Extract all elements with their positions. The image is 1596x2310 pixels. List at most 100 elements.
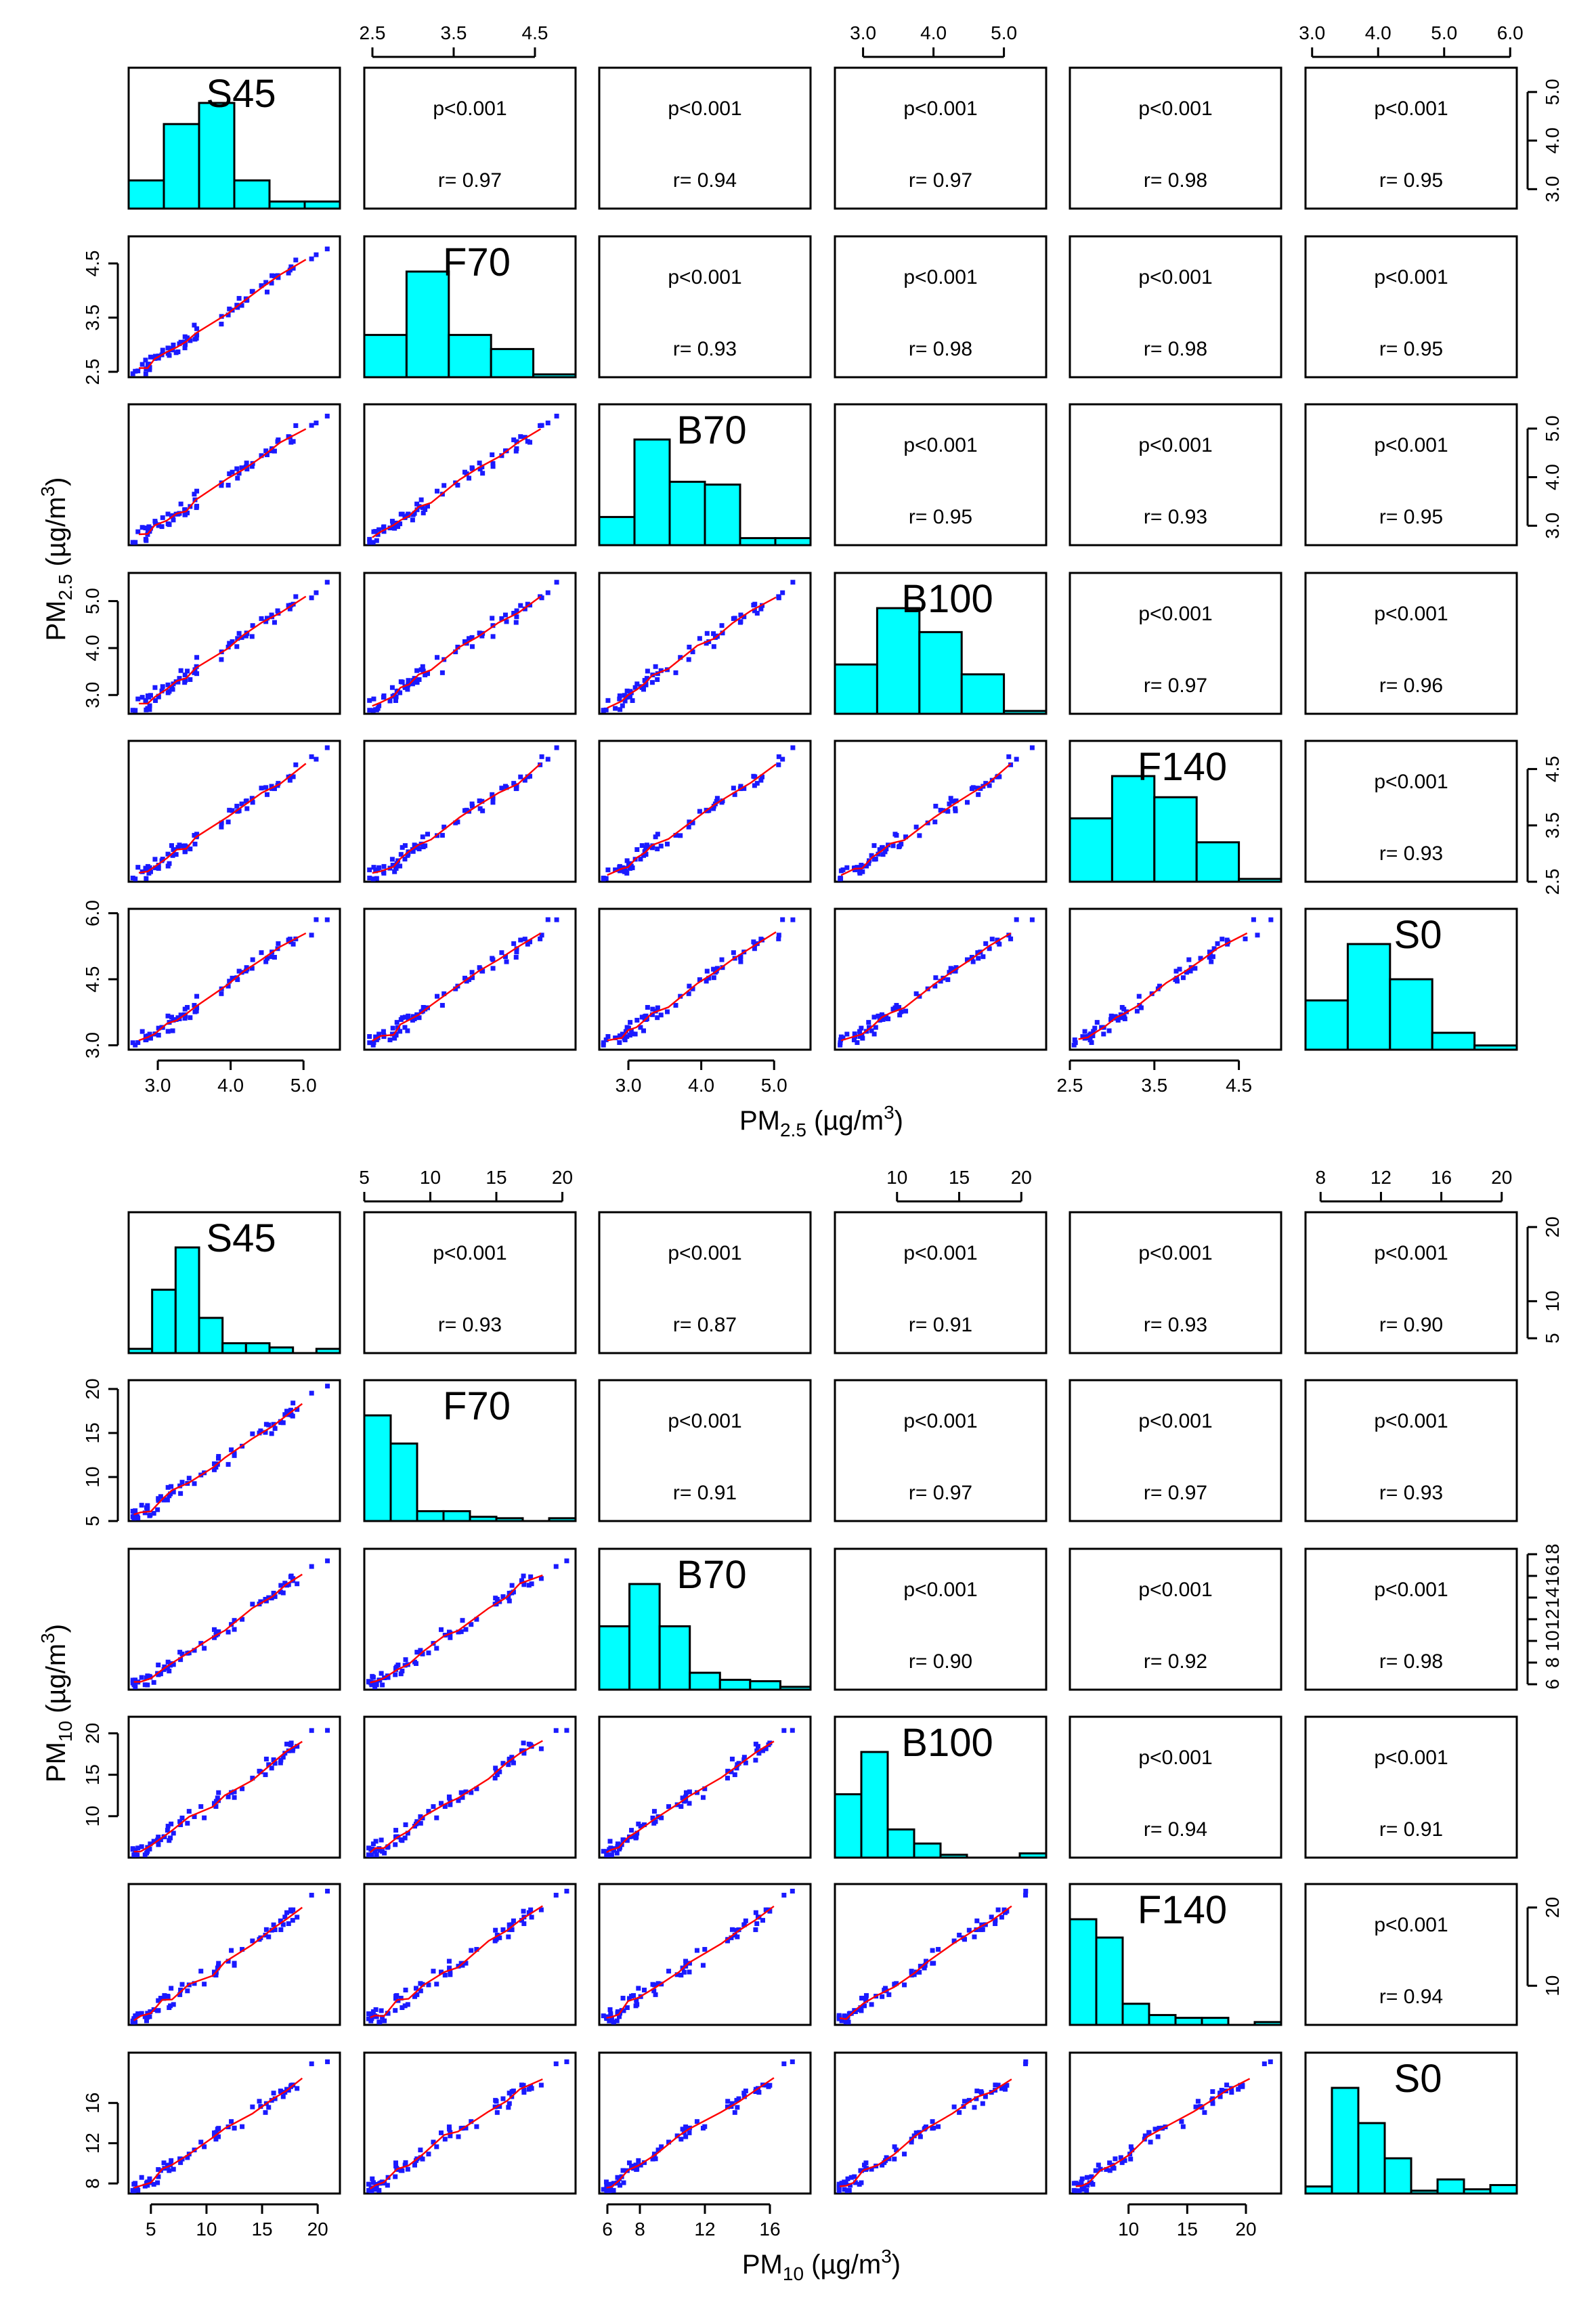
point-B70-F70-52 (480, 471, 486, 476)
hist-bar-F140-4 (1174, 2017, 1203, 2026)
point-F140-B100-59 (1001, 1907, 1007, 1912)
point-B70-S45-46 (145, 1682, 150, 1688)
point-B100-S45-50 (266, 1762, 272, 1768)
panel-frame (1069, 1379, 1282, 1522)
point-S0-F140-67 (1093, 2168, 1098, 2173)
point-S0-F140-57 (1255, 933, 1260, 938)
point-B100-F70-25 (410, 681, 415, 687)
point-B100-B70-44 (687, 1789, 692, 1795)
point-S0-F140-68 (1209, 959, 1214, 964)
point-B70-S45-51 (182, 512, 188, 517)
point-F140-F70-39 (393, 865, 399, 871)
point-F140-B70-17 (732, 792, 737, 797)
point-B70-F70-39 (379, 1671, 384, 1676)
point-F140-F70-2 (403, 1988, 408, 1993)
point-B70-S45-45 (275, 439, 280, 444)
point-B100-F70-27 (493, 1766, 498, 1771)
fit-line-S0-B70 (606, 2077, 775, 2189)
point-B100-F70-18 (456, 1798, 461, 1803)
point-S0-F140-36 (1098, 2166, 1103, 2172)
point-S0-S45-37 (156, 2167, 161, 2173)
point-B100-B70-34 (643, 682, 649, 687)
point-S0-B100-59 (1001, 2084, 1007, 2089)
point-F70-S45-3 (324, 247, 330, 252)
point-F70-S45-28 (183, 342, 188, 347)
point-S0-S45-17 (264, 956, 269, 961)
point-S0-B70-7 (608, 2185, 613, 2191)
point-S0-B70-43 (741, 2091, 747, 2096)
r-value-B70-F140: r= 0.92 (1144, 1650, 1207, 1673)
point-S0-B100-11 (836, 2188, 842, 2194)
point-B70-S45-62 (250, 1602, 255, 1607)
point-F140-S45-57 (286, 1921, 291, 1927)
point-B70-F70-16 (381, 525, 386, 530)
point-B70-S45-67 (167, 1668, 172, 1673)
point-F140-B70-28 (763, 1907, 769, 1912)
point-F140-B70-4 (681, 1969, 687, 1975)
point-F140-B70-68 (738, 785, 743, 790)
point-B70-F70-18 (456, 1629, 461, 1635)
point-S0-S45-56 (156, 2174, 161, 2179)
point-B100-S45-38 (280, 1755, 286, 1760)
point-F140-B100-67 (858, 2005, 863, 2011)
point-F140-F70-47 (500, 1927, 506, 1932)
point-B100-F70-17 (553, 1728, 559, 1733)
hist-bar-B100-3 (960, 673, 1006, 715)
point-F140-F70-41 (438, 1969, 444, 1975)
label-base: PM (742, 2250, 783, 2280)
panel-frame (1304, 1211, 1518, 1354)
point-S0-F70-27 (493, 2097, 498, 2103)
r-value-F70-B100: r= 0.98 (909, 338, 972, 360)
point-S0-B100-35 (894, 1002, 899, 1008)
point-B70-S45-63 (130, 540, 135, 545)
point-B100-B70-6 (666, 1804, 672, 1810)
point-S0-F70-31 (376, 1031, 382, 1037)
point-S0-B70-63 (601, 2187, 606, 2192)
point-S0-B70-58 (620, 2168, 626, 2173)
point-F140-S45-50 (239, 801, 244, 807)
point-F140-F70-59 (370, 876, 376, 882)
panel-F140-F70 (363, 740, 577, 883)
point-B100-F70-41 (438, 1801, 444, 1806)
point-S0-B70-66 (650, 1006, 655, 1012)
tick-label: 4.0 (1542, 464, 1563, 490)
point-S0-F70-59 (528, 2084, 534, 2089)
point-B70-S45-33 (202, 1646, 207, 1651)
fit-line-S0-S45 (133, 2077, 303, 2189)
point-F140-S45-5 (234, 803, 240, 809)
top-axis-S0: 8 12 16 20 (1315, 1167, 1512, 1203)
point-F140-F70-37 (420, 834, 425, 840)
point-B100-S45-31 (147, 703, 152, 708)
point-B100-F70-33 (434, 1815, 439, 1820)
point-F140-F70-47 (374, 876, 379, 881)
point-F70-S45-63 (130, 371, 135, 377)
point-S0-B100-45 (978, 2089, 984, 2094)
point-S0-F70-52 (480, 968, 486, 974)
panel-B100-B70 (598, 572, 812, 715)
point-S0-F140-56 (1089, 2174, 1094, 2179)
point-B70-S45-68 (263, 448, 269, 454)
x-axis-title: PM2.5 (µg/m3) (739, 1102, 903, 1140)
point-B70-S45-17 (264, 452, 269, 458)
point-B70-F70-33 (434, 1646, 439, 1651)
point-F70-S45-57 (309, 256, 314, 261)
point-F140-S45-0 (230, 808, 235, 813)
panel-frame (1069, 235, 1282, 379)
point-B100-B70-57 (776, 595, 781, 601)
point-B100-B70-4 (704, 641, 709, 646)
point-S0-B100-64 (867, 1025, 872, 1030)
point-B70-S45-13 (162, 1664, 167, 1669)
point-S0-F70-22 (368, 2188, 374, 2194)
point-F140-B70-42 (729, 1927, 735, 1932)
panel-B100-B100: B100 (834, 572, 1048, 715)
point-F140-B100-14 (913, 824, 919, 830)
point-B70-F70-2 (403, 1657, 408, 1663)
point-B70-F70-52 (448, 1635, 453, 1640)
point-F140-S45-53 (177, 1992, 183, 1997)
tick-label: 20 (307, 2219, 328, 2240)
point-F140-F70-20 (367, 867, 372, 872)
point-F140-F70-24 (418, 1988, 423, 1994)
point-S0-B70-60 (702, 2124, 708, 2129)
